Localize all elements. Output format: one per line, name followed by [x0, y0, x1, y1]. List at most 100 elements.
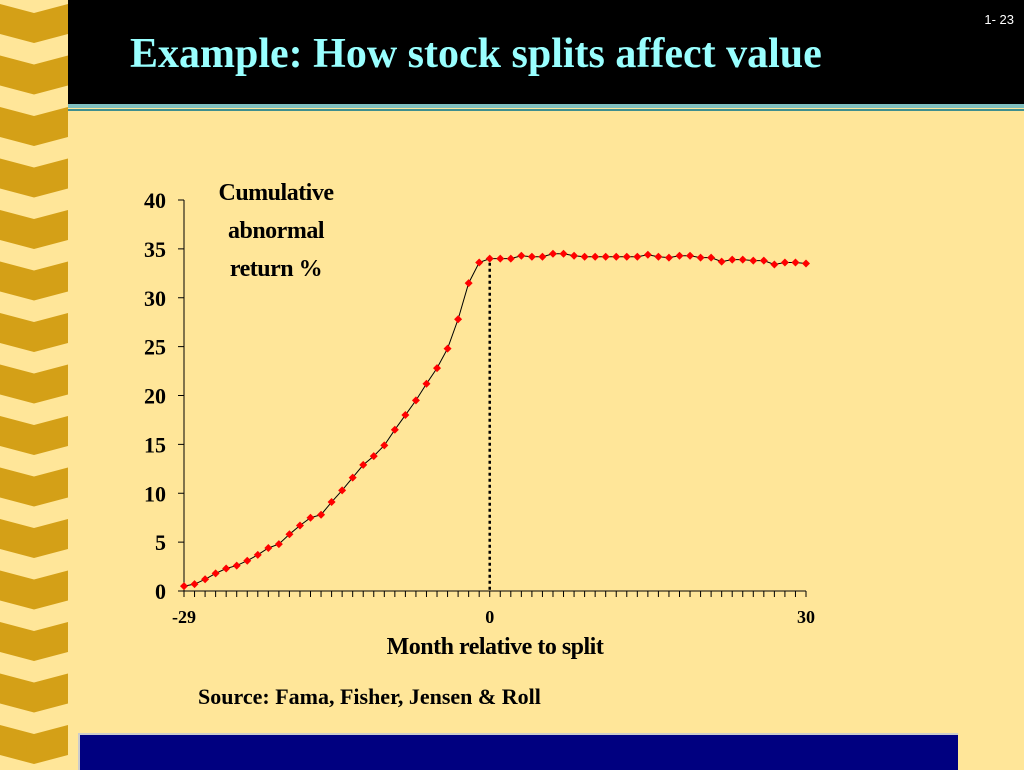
x-tick-label: 0: [485, 607, 494, 627]
data-point: [369, 452, 378, 461]
y-tick-label: 40: [144, 188, 166, 213]
data-point: [264, 543, 273, 552]
x-tick-label: 30: [797, 607, 815, 627]
data-point: [654, 252, 663, 261]
data-point: [454, 315, 463, 324]
data-point: [359, 460, 368, 469]
y-tick-label: 15: [144, 432, 166, 457]
slide-title: Example: How stock splits affect value: [130, 31, 822, 77]
data-point: [643, 250, 652, 259]
data-point: [211, 569, 220, 578]
data-point: [285, 530, 294, 539]
data-point: [633, 252, 642, 261]
slide-number: 1- 23: [984, 12, 1014, 27]
strip-bullet: [26, 738, 50, 762]
data-point: [380, 441, 389, 450]
data-point: [253, 550, 262, 559]
y-axis-label-line: abnormal: [228, 218, 325, 244]
data-point: [622, 252, 631, 261]
x-tick-label: -29: [172, 607, 196, 627]
strip-chevron: [0, 364, 68, 404]
data-point: [348, 473, 357, 482]
data-point: [601, 252, 610, 261]
data-point: [443, 344, 452, 353]
data-point: [707, 253, 716, 262]
data-point: [317, 510, 326, 519]
source-note: Source: Fama, Fisher, Jensen & Roll: [198, 684, 541, 709]
data-point: [327, 498, 336, 507]
strip-chevron: [0, 261, 68, 301]
data-point: [548, 249, 557, 258]
data-point: [570, 251, 579, 260]
data-point: [580, 252, 589, 261]
data-point: [717, 257, 726, 266]
data-point: [485, 254, 494, 263]
data-point: [201, 575, 210, 584]
y-axis-label-line: Cumulative: [219, 180, 335, 206]
strip-chevron: [0, 467, 68, 507]
footer-bar: [78, 733, 958, 770]
data-point: [591, 252, 600, 261]
data-point: [390, 425, 399, 434]
y-tick-label: 5: [155, 530, 166, 555]
data-point: [738, 255, 747, 264]
strip-chevron: [0, 4, 68, 43]
strip-chevron: [0, 622, 68, 661]
data-point: [222, 564, 231, 573]
data-point: [422, 379, 431, 388]
data-point: [180, 582, 188, 591]
x-axis-ticks: -29 0 30: [172, 591, 815, 627]
x-axis-label: Month relative to split: [387, 634, 604, 660]
slide-header: [68, 0, 1024, 104]
strip-chevron: [0, 107, 68, 146]
data-point: [696, 253, 705, 262]
data-point: [274, 540, 283, 549]
decorative-border-strip: [0, 4, 68, 764]
data-point: [612, 252, 621, 261]
strip-chevron: [0, 673, 68, 713]
data-point: [190, 580, 199, 589]
data-point: [780, 258, 789, 267]
data-point: [464, 279, 473, 288]
y-axis-ticks: 0 5 10 15 20 25 30 35 40: [144, 188, 184, 604]
data-point: [232, 561, 241, 570]
header-divider-secondary: [68, 109, 1024, 111]
data-point: [475, 258, 484, 267]
data-point: [243, 556, 252, 565]
strip-chevron: [0, 210, 68, 249]
y-axis-label: Cumulative abnormal return %: [219, 180, 335, 282]
data-point: [664, 253, 673, 262]
data-point: [338, 486, 347, 495]
strip-chevron: [0, 313, 68, 352]
strip-chevron: [0, 570, 68, 610]
data-markers: [180, 249, 810, 591]
data-point: [759, 256, 768, 265]
data-point: [411, 396, 420, 405]
data-point: [538, 252, 547, 261]
y-tick-label: 25: [144, 335, 166, 360]
y-axis-label-line: return %: [230, 256, 322, 282]
data-point: [675, 251, 684, 260]
series-line: [183, 253, 807, 587]
strip-chevron: [0, 416, 68, 455]
strip-chevron: [0, 158, 68, 198]
data-point: [506, 254, 515, 263]
data-point: [791, 258, 800, 267]
data-point: [517, 251, 526, 260]
y-tick-label: 35: [144, 237, 166, 262]
data-point: [496, 254, 505, 263]
data-point: [728, 255, 737, 264]
y-tick-label: 10: [144, 481, 166, 506]
data-point: [306, 513, 315, 522]
header-divider: [68, 104, 1024, 108]
data-point: [433, 364, 442, 373]
y-tick-label: 30: [144, 286, 166, 311]
data-point: [295, 521, 304, 530]
data-point: [749, 256, 758, 265]
y-tick-label: 0: [155, 579, 166, 604]
data-point: [802, 259, 810, 268]
data-point: [559, 249, 568, 258]
data-point: [527, 252, 536, 261]
data-point: [401, 411, 410, 420]
